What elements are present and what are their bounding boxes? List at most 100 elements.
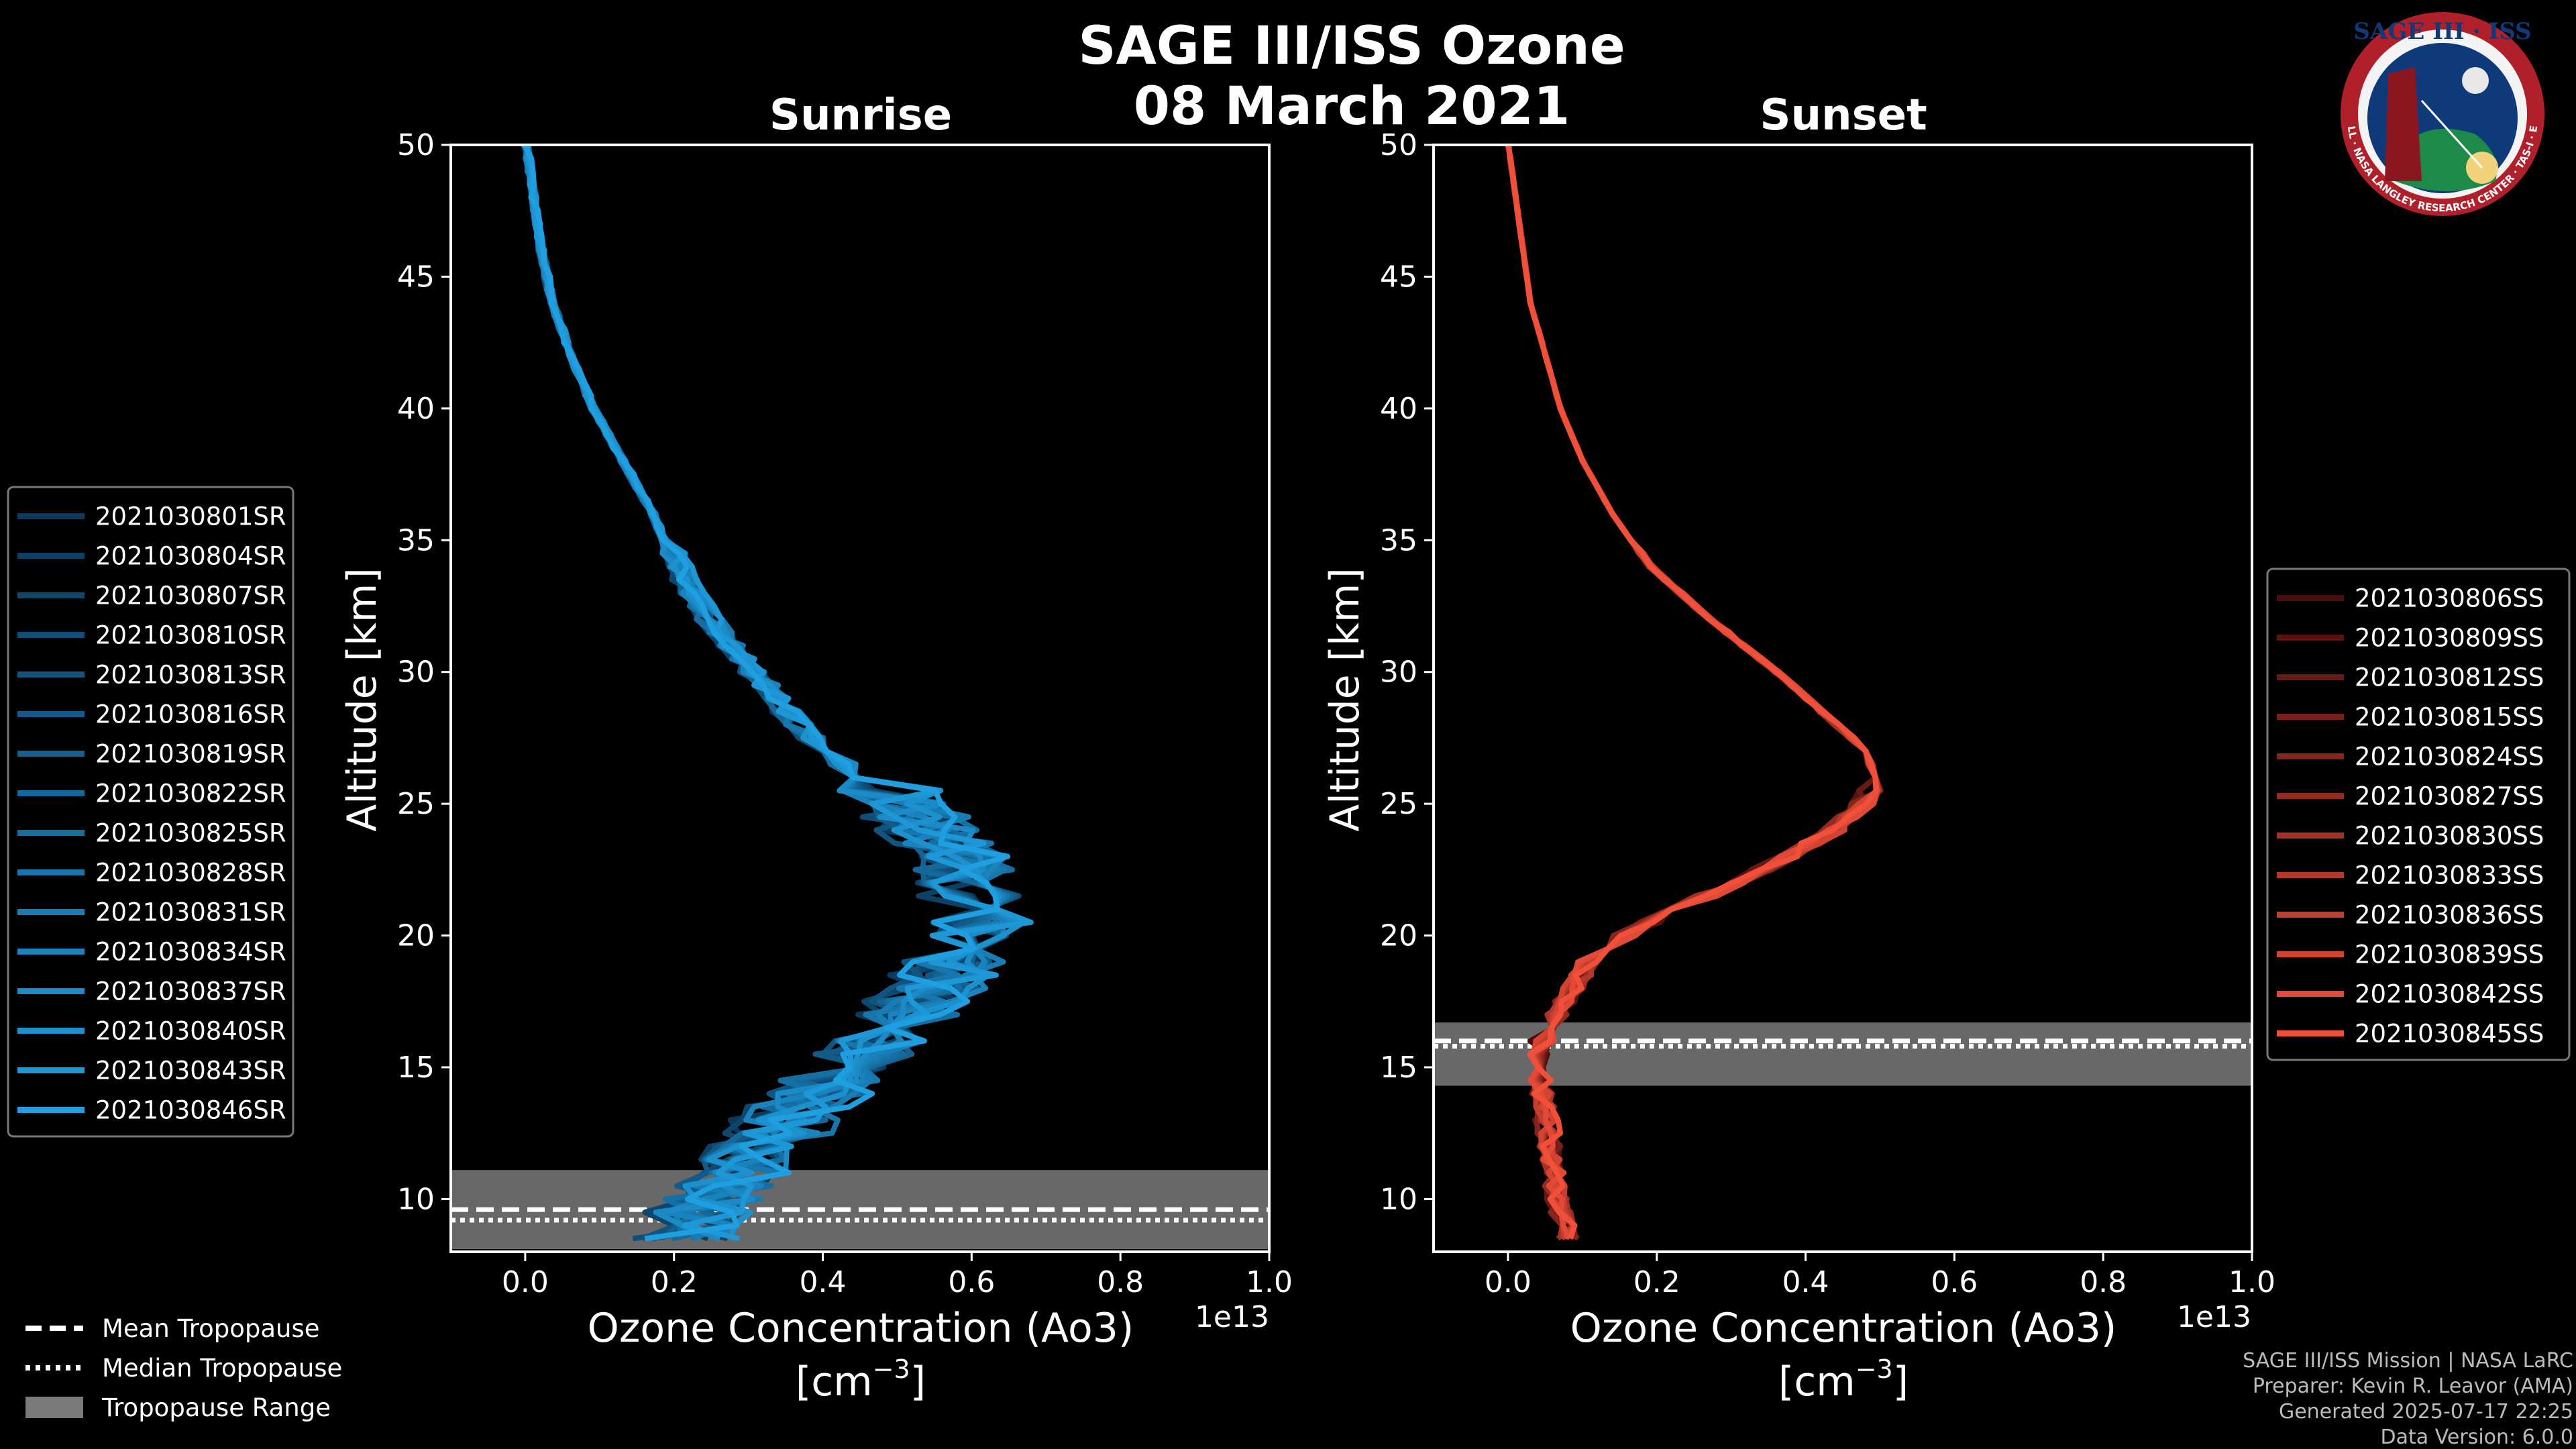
credit-line-4: Data Version: 6.0.0 xyxy=(2381,1426,2573,1449)
legend-label: 2021030815SS xyxy=(2355,703,2544,732)
legend-label: 2021030819SR xyxy=(95,740,286,769)
y-tick-label: 20 xyxy=(397,919,435,953)
y-tick-label: 10 xyxy=(1380,1182,1417,1216)
y-tick-label: 50 xyxy=(1380,128,1417,162)
logo-title: SAGE III · ISS xyxy=(2353,18,2531,45)
sunrise-tropopause xyxy=(451,1170,1269,1250)
legend-label: Median Tropopause xyxy=(102,1354,342,1383)
sunrise-legend: 2021030801SR 2021030804SR 2021030807SR 2021… xyxy=(7,486,294,1138)
legend-label: 2021030806SS xyxy=(2355,584,2544,613)
y-tick-label: 15 xyxy=(1380,1051,1417,1085)
legend-label: 2021030846SR xyxy=(95,1096,286,1125)
y-tick-label: 10 xyxy=(397,1182,435,1216)
y-tick-label: 40 xyxy=(397,392,435,426)
legend-label: 2021030825SR xyxy=(95,819,286,848)
legend-label: 2021030831SR xyxy=(95,898,286,927)
moon-icon xyxy=(2462,67,2489,94)
sunset-panel: Sunset 0.0 0.2 0.4 0.6 0.8 1.0 10 15 20 25 30 35 40… xyxy=(1322,91,2275,1405)
sunrise-y-ticks: 10 15 20 25 30 35 40 45 50 xyxy=(397,128,451,1216)
x-tick-label: 0.0 xyxy=(502,1265,549,1299)
legend-label: 2021030837SR xyxy=(95,977,286,1006)
legend-label: 2021030822SR xyxy=(95,780,286,808)
y-tick-label: 45 xyxy=(1380,260,1417,294)
x-tick-label: 0.4 xyxy=(800,1265,847,1299)
legend-label: 2021030812SS xyxy=(2355,663,2544,692)
sunrise-series-lines xyxy=(521,144,1034,1242)
y-tick-label: 15 xyxy=(397,1051,435,1085)
legend-label: 2021030833SS xyxy=(2355,861,2544,890)
legend-label: 2021030843SR xyxy=(95,1057,286,1085)
sunrise-y-label: Altitude [km] xyxy=(339,568,386,832)
legend-label: 2021030834SR xyxy=(95,938,286,967)
legend-label: 2021030830SS xyxy=(2355,822,2544,851)
legend-label: 2021030824SS xyxy=(2355,743,2544,771)
sunset-x-scale: 1e13 xyxy=(2177,1300,2251,1334)
x-tick-label: 0.8 xyxy=(2080,1265,2127,1299)
y-tick-label: 25 xyxy=(1380,787,1417,821)
series-line-2021030846SR xyxy=(522,144,1011,1242)
legend-box xyxy=(7,486,294,1138)
sunset-axes-frame xyxy=(1432,144,2253,1253)
legend-label: Tropopause Range xyxy=(101,1393,331,1422)
sunset-legend: 2021030806SS 2021030809SS 2021030812SS 2021… xyxy=(2266,568,2571,1061)
sunrise-title: Sunrise xyxy=(769,91,952,140)
sunset-x-unit: [cm−3] xyxy=(1778,1354,1909,1405)
legend-label: 2021030804SR xyxy=(95,542,286,571)
y-tick-label: 20 xyxy=(1380,919,1417,953)
sunset-y-ticks: 10 15 20 25 30 35 40 45 50 xyxy=(1380,128,1434,1216)
tropopause-legend: Mean Tropopause Median Tropopause Tropopau… xyxy=(25,1314,342,1422)
sunrise-axes-frame xyxy=(449,144,1271,1253)
legend-label: 2021030810SR xyxy=(95,621,286,650)
x-tick-label: 0.6 xyxy=(1931,1265,1978,1299)
y-tick-label: 40 xyxy=(1380,392,1417,426)
x-tick-label: 1.0 xyxy=(1246,1265,1293,1299)
y-tick-label: 50 xyxy=(397,128,435,162)
y-tick-label: 25 xyxy=(397,787,435,821)
sunset-series-lines xyxy=(1505,144,1884,1241)
x-tick-label: 0.6 xyxy=(948,1265,995,1299)
credit-line-2: Preparer: Kevin R. Leavor (AMA) xyxy=(2253,1375,2573,1398)
credit-line-1: SAGE III/ISS Mission | NASA LaRC xyxy=(2243,1349,2573,1373)
sunset-title: Sunset xyxy=(1760,91,1927,140)
figure-title-line1: SAGE III/ISS Ozone xyxy=(1078,16,1625,76)
x-tick-label: 0.8 xyxy=(1097,1265,1144,1299)
sunrise-x-scale: 1e13 xyxy=(1195,1300,1269,1334)
x-tick-label: 0.2 xyxy=(1633,1265,1680,1299)
legend-label: 2021030840SR xyxy=(95,1017,286,1046)
legend-label: 2021030827SS xyxy=(2355,782,2544,811)
y-tick-label: 35 xyxy=(397,523,435,557)
sunrise-x-ticks: 0.0 0.2 0.4 0.6 0.8 1.0 xyxy=(502,1252,1293,1299)
astronomer-icon xyxy=(2385,67,2422,181)
y-tick-label: 45 xyxy=(397,260,435,294)
beam-icon xyxy=(2420,99,2483,169)
sunset-x-label: Ozone Concentration (Ao3) xyxy=(1570,1305,2117,1352)
legend-label: Mean Tropopause xyxy=(102,1314,320,1343)
tropopause-range-band xyxy=(1434,1022,2252,1086)
sunrise-x-label: Ozone Concentration (Ao3) xyxy=(588,1305,1134,1352)
sunrise-panel: Sunrise 0.0 0.2 0.4 0.6 0.8 1.0 10 15 20 25 30 35 4… xyxy=(339,91,1293,1405)
figure-title-line2: 08 March 2021 xyxy=(1134,76,1570,137)
x-tick-label: 1.0 xyxy=(2229,1265,2275,1299)
y-tick-label: 30 xyxy=(1380,655,1417,690)
legend-label: 2021030813SR xyxy=(95,661,286,690)
legend-label: 2021030809SS xyxy=(2355,624,2544,653)
legend-label: 2021030845SS xyxy=(2355,1020,2544,1049)
sunset-x-ticks: 0.0 0.2 0.4 0.6 0.8 1.0 xyxy=(1485,1252,2275,1299)
y-tick-label: 30 xyxy=(397,655,435,690)
legend-label: 2021030828SR xyxy=(95,859,286,888)
legend-range-swatch xyxy=(25,1397,83,1418)
legend-label: 2021030836SS xyxy=(2355,901,2544,930)
legend-label: 2021030839SS xyxy=(2355,941,2544,969)
series-line-2021030845SS xyxy=(1505,144,1879,1240)
legend-label: 2021030816SR xyxy=(95,700,286,729)
legend-label: 2021030801SR xyxy=(95,502,286,531)
x-tick-label: 0.2 xyxy=(651,1265,698,1299)
legend-label: 2021030807SR xyxy=(95,582,286,610)
legend-label: 2021030842SS xyxy=(2355,980,2544,1009)
x-tick-label: 0.4 xyxy=(1782,1265,1829,1299)
x-tick-label: 0.0 xyxy=(1485,1265,1532,1299)
sunset-tropopause xyxy=(1434,1022,2252,1086)
credits: SAGE III/ISS Mission | NASA LaRC Prepare… xyxy=(2243,1349,2573,1449)
credit-line-3: Generated 2025-07-17 22:25 xyxy=(2279,1400,2573,1424)
